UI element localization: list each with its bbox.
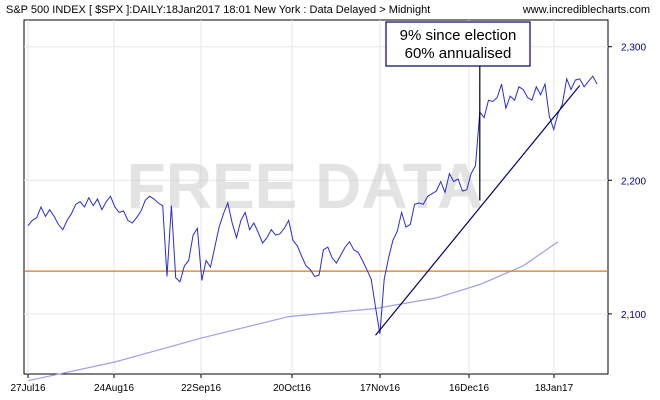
x-tick-label: 16Dec16 [449,383,489,394]
annotation-box [385,21,531,67]
trendline [375,85,581,336]
plot-frame [23,19,609,375]
source-url: www.incrediblecharts.com [522,4,650,16]
grid-lines [24,20,608,374]
x-tick-label: 17Nov16 [360,383,400,394]
x-tick-label: 24Aug16 [94,383,134,394]
price-line [27,75,598,334]
chart-title: S&P 500 INDEX [ $SPX ]:DAILY:18Jan2017 1… [6,4,431,16]
series-layer [24,75,608,382]
y-tick-label: 2,100 [621,310,646,321]
axis-labels: 2,100 2,200 2,300 27Jul16 24Aug16 22Sep16 20Oc… [10,43,646,394]
watermark: FREE DATA [127,150,484,222]
x-tick-label: 22Sep16 [181,383,221,394]
annotation-text: 9% since election [400,27,517,44]
x-tick-label: 20Oct16 [273,383,311,394]
y-tick-label: 2,200 [621,176,646,187]
x-tick-label: 18Jan17 [535,383,574,394]
annotation-text: 60% annualised [405,45,512,62]
y-tick-label: 2,300 [621,43,646,54]
x-tick-label: 27Jul16 [10,383,45,394]
